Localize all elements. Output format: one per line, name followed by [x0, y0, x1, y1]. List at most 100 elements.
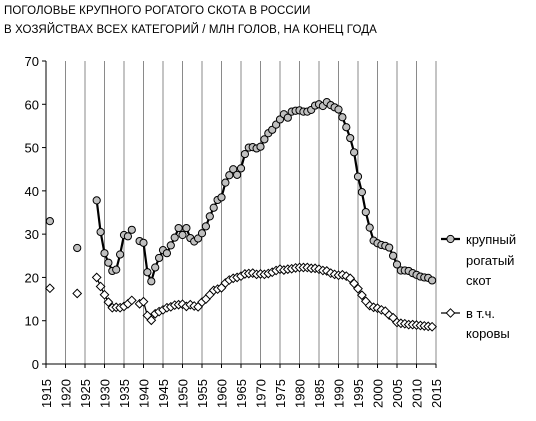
x-tick-label-1965: 1965	[234, 379, 249, 408]
series-0-point-2003	[385, 243, 394, 252]
series-0-point-1960	[217, 193, 226, 202]
series-0-point-1977	[283, 113, 292, 122]
legend-label-0-2: скот	[466, 273, 491, 288]
x-tick-label-2015: 2015	[429, 379, 444, 408]
series-0-point-1928	[92, 196, 101, 205]
x-tick-label-1990: 1990	[332, 379, 347, 408]
series-0-point-1937	[127, 225, 136, 234]
series-0-point-1961	[221, 178, 230, 187]
x-tick-label-1995: 1995	[351, 379, 366, 408]
series-0-point-1996	[357, 188, 366, 197]
series-1-point-1931	[103, 297, 114, 308]
legend-marker-1	[445, 308, 456, 318]
y-axis-tick-labels: 0 10 20 30 40 50 60 70	[25, 54, 39, 372]
legend-label-0-1: рогатый	[466, 253, 514, 268]
series-0-point-1992	[342, 123, 351, 132]
legend-entry-1: в т.ч. коровы	[441, 306, 510, 341]
series-1-point-1995	[353, 283, 363, 294]
data-series	[44, 98, 438, 332]
series-1-point-1996	[356, 290, 367, 301]
series-0-line-3	[139, 100, 433, 285]
series-0-point-1963	[229, 165, 238, 174]
x-tick-label-2000: 2000	[371, 379, 386, 408]
y-tick-label-20: 20	[25, 270, 39, 285]
legend-label-1-1: коровы	[466, 326, 510, 341]
series-1-point-1929	[95, 281, 106, 292]
series-0-point-1933	[112, 265, 121, 274]
series-1-point-1916	[44, 283, 55, 294]
series-1-point-1942	[146, 315, 157, 326]
x-tick-label-1920: 1920	[59, 379, 74, 408]
series-0-point-1916	[45, 217, 55, 226]
series-1-point-1930	[99, 289, 110, 300]
y-tick-label-40: 40	[25, 184, 39, 199]
x-tick-label-1980: 1980	[293, 379, 308, 408]
x-tick-label-1935: 1935	[117, 379, 132, 408]
series-0-point-1931	[104, 258, 113, 267]
series-0-point-1966	[240, 149, 249, 159]
x-tick-label-1950: 1950	[176, 379, 191, 408]
series-0-point-1956	[201, 222, 210, 231]
series-0-point-1957	[205, 212, 214, 221]
series-0-point-1950	[178, 230, 187, 240]
series-0-point-1936	[123, 232, 133, 241]
series-0-point-1998	[365, 223, 374, 232]
x-tick-label-1940: 1940	[137, 379, 152, 408]
series-1-point-2014	[427, 321, 438, 332]
series-0-point-1997	[361, 207, 370, 217]
y-tick-label-70: 70	[25, 54, 39, 69]
series-1-point-1937	[126, 295, 137, 306]
x-tick-label-1970: 1970	[254, 379, 269, 408]
series-0-point-1943	[151, 263, 160, 272]
vertical-gridlines	[65, 61, 437, 364]
series-0-point-1971	[260, 135, 269, 144]
series-0-point-1942	[147, 277, 156, 286]
series-0-point-1947	[166, 241, 175, 250]
y-tick-label-0: 0	[32, 357, 39, 372]
series-1-point-1928	[91, 272, 102, 283]
series-0-point-1946	[162, 249, 171, 258]
chart-title-line-2: В ХОЗЯЙСТВАХ ВСЕХ КАТЕГОРИЙ / МЛН ГОЛОВ,…	[4, 24, 377, 36]
series-0-point-1965	[236, 164, 246, 173]
series-0-point-1991	[338, 113, 347, 122]
y-tick-label-60: 60	[25, 97, 39, 112]
x-tick-label-1955: 1955	[195, 379, 210, 408]
legend-marker-0	[446, 234, 455, 244]
series-0-point-1934	[116, 250, 125, 259]
y-tick-label-10: 10	[25, 314, 39, 329]
series-0-point-1970	[256, 142, 265, 151]
series-0-point-1923	[73, 243, 82, 253]
series-0-point-1993	[346, 133, 355, 143]
chart-title-line-1: ПОГОЛОВЬЕ КРУПНОГО РОГАТОГО СКОТА В РОСС…	[4, 5, 311, 17]
chart-title: ПОГОЛОВЬЕ КРУПНОГО РОГАТОГО СКОТА В РОСС…	[4, 2, 377, 40]
series-0	[45, 98, 437, 286]
series-0-point-1944	[155, 253, 164, 263]
legend-label-0-0: крупный	[466, 232, 516, 247]
series-0-point-1958	[209, 203, 218, 212]
series-0-point-1951	[182, 223, 191, 233]
x-tick-label-1930: 1930	[98, 379, 113, 408]
series-0-point-1995	[353, 172, 363, 181]
x-axis-tick-labels: 1915 1920 1925 1930 1935 1940 1945 1950 1955 1960…	[39, 379, 444, 408]
series-0-point-1964	[233, 170, 242, 179]
x-tick-label-2010: 2010	[410, 379, 425, 408]
axes	[42, 60, 437, 368]
y-tick-label-30: 30	[25, 227, 39, 242]
series-0-point-1940	[139, 238, 148, 247]
series-0-point-2014	[428, 276, 437, 285]
series-0-point-2005	[392, 260, 402, 269]
series-0-point-1962	[225, 171, 234, 180]
series-0-point-1941	[143, 268, 152, 277]
legend-label-1-0: в т.ч.	[466, 306, 495, 321]
series-0-point-1948	[170, 233, 179, 242]
series-1-point-1940	[138, 296, 149, 307]
series-0-point-1929	[96, 227, 105, 237]
series-0-point-1949	[174, 223, 183, 233]
series-0-point-1955	[197, 229, 207, 238]
series-1-point-1923	[72, 288, 83, 299]
x-tick-label-1915: 1915	[39, 379, 54, 408]
legend-entry-0: крупный рогатый скот	[441, 232, 516, 288]
series-0-point-2004	[389, 251, 398, 260]
x-tick-label-1960: 1960	[215, 379, 230, 408]
